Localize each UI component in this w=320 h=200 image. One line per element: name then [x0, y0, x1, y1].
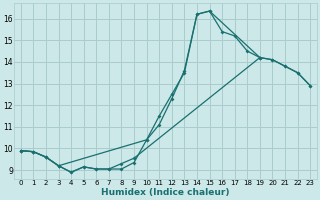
X-axis label: Humidex (Indice chaleur): Humidex (Indice chaleur): [101, 188, 230, 197]
